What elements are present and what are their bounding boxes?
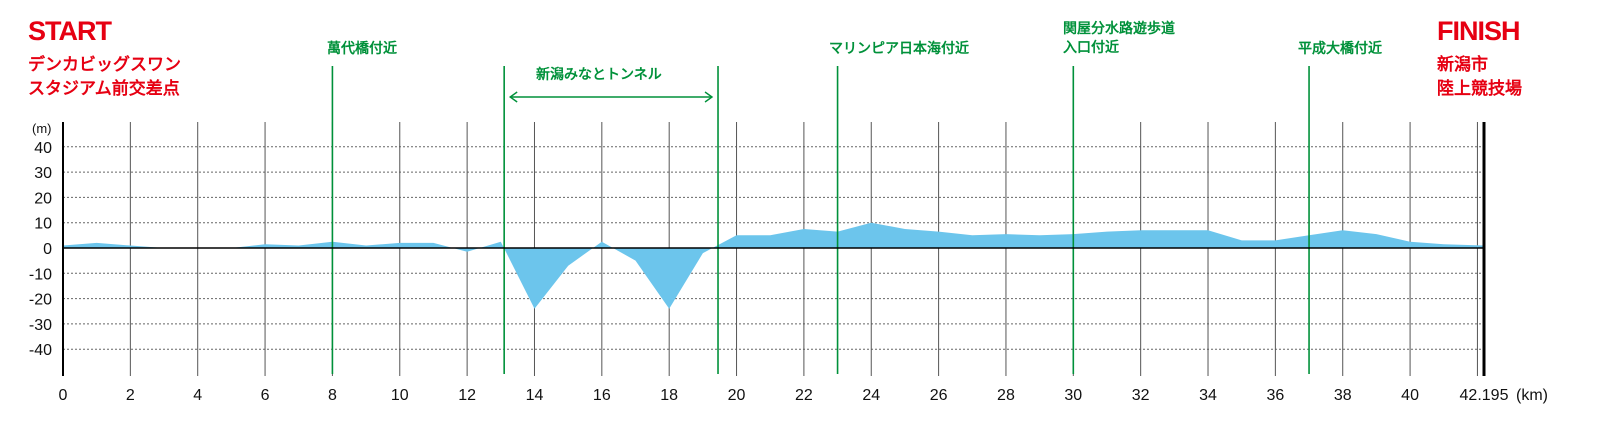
x-tick-16: 16 (593, 387, 611, 404)
x-tick-42.195: 42.195 (1460, 387, 1509, 404)
marker-label-bandai-bridge: 萬代橋付近 (327, 41, 397, 57)
x-tick-14: 14 (526, 387, 544, 404)
x-tick-30: 30 (1064, 387, 1082, 404)
x-tick-labels: 0 2 4 6 8 10 12 14 16 18 20 22 24 26 28 30 32 34 36 38 40 42.… (59, 387, 1509, 404)
x-tick-36: 36 (1266, 387, 1284, 404)
marker-label-sekiya: 関屋分水路遊歩道 入口付近 (1063, 21, 1175, 56)
marker-label-marinepia: マリンピア日本海付近 (829, 41, 969, 57)
x-tick-2: 2 (126, 387, 135, 404)
y-tick-10: 10 (34, 216, 52, 233)
x-tick-10: 10 (391, 387, 409, 404)
y-axis-unit: (m) (32, 121, 52, 136)
start-location-line-1: デンカビッグスワン (28, 55, 181, 75)
x-tick-38: 38 (1334, 387, 1352, 404)
x-tick-4: 4 (193, 387, 202, 404)
y-tick-0: 0 (43, 241, 52, 258)
y-tick-20: 20 (34, 190, 52, 207)
y-tick--20: -20 (29, 292, 52, 309)
x-tick-6: 6 (261, 387, 270, 404)
x-tick-18: 18 (660, 387, 678, 404)
finish-location-line-2: 陸上競技場 (1437, 79, 1522, 99)
x-tick-0: 0 (59, 387, 68, 404)
x-tick-26: 26 (930, 387, 948, 404)
x-tick-34: 34 (1199, 387, 1217, 404)
tunnel-arrow-head-right (704, 91, 714, 103)
marker-lines (331, 66, 1310, 374)
start-location-line-2: スタジアム前交差点 (28, 79, 180, 99)
x-tick-12: 12 (458, 387, 476, 404)
x-axis-unit: (km) (1516, 387, 1548, 404)
y-tick-labels: 40 30 20 10 0 -10 -20 -30 -40 (29, 140, 52, 359)
tunnel-arrow-head-left (508, 91, 518, 103)
finish-location-line-1: 新潟市 (1437, 55, 1488, 75)
x-tick-40: 40 (1401, 387, 1419, 404)
y-tick-40: 40 (34, 140, 52, 157)
tunnel-label: 新潟みなとトンネル (536, 67, 662, 83)
x-tick-20: 20 (728, 387, 746, 404)
x-tick-32: 32 (1132, 387, 1150, 404)
y-tick-30: 30 (34, 165, 52, 182)
start-title: START (28, 16, 112, 46)
y-tick--40: -40 (29, 342, 52, 359)
x-tick-28: 28 (997, 387, 1015, 404)
elevation-area (63, 222, 1484, 309)
y-tick--30: -30 (29, 317, 52, 334)
horizontal-grid (63, 146, 1484, 350)
finish-title: FINISH (1437, 16, 1521, 46)
marker-label-heisei-bridge: 平成大橋付近 (1298, 41, 1382, 57)
tunnel-arrow (508, 91, 714, 103)
x-tick-22: 22 (795, 387, 813, 404)
x-tick-8: 8 (328, 387, 337, 404)
x-tick-24: 24 (862, 387, 880, 404)
axes (62, 122, 1486, 376)
y-tick--10: -10 (29, 266, 52, 283)
